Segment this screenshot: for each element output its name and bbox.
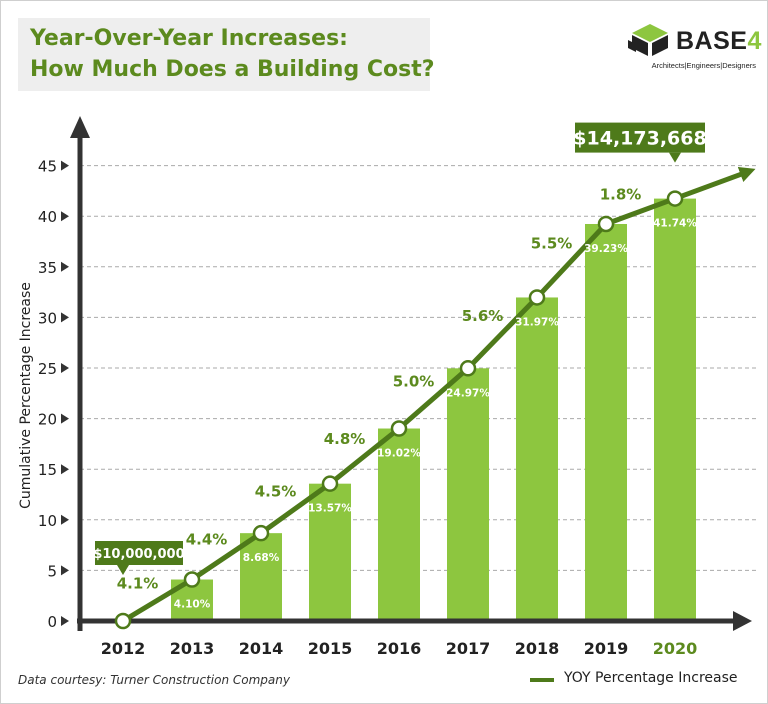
bar-value-label: 8.68% xyxy=(243,552,280,564)
yoy-label: 4.8% xyxy=(324,430,366,448)
bar-value-label: 13.57% xyxy=(308,503,352,515)
data-labels: 4.10% 8.68% 13.57% 19.02% 24.97% 31.97% 39.23%… xyxy=(93,122,707,611)
bar-value-label: 39.23% xyxy=(584,243,628,255)
callout-text: $14,173,668 xyxy=(573,128,706,150)
y-tick-marker xyxy=(61,565,69,576)
yoy-label: 5.5% xyxy=(531,235,573,253)
x-tick-label: 2017 xyxy=(446,639,491,658)
y-tick-marker xyxy=(61,211,69,222)
legend-label: YOY Percentage Increase xyxy=(564,670,738,686)
line-point-2020 xyxy=(666,190,684,207)
callout-box xyxy=(575,122,705,153)
x-tick-label: 2018 xyxy=(515,639,560,658)
yoy-label: 5.0% xyxy=(393,372,435,390)
yoy-line xyxy=(114,166,756,630)
line-point-2019 xyxy=(597,215,615,233)
legend-line-swatch xyxy=(530,678,554,682)
y-tick-marker xyxy=(61,160,69,171)
bar-2019 xyxy=(585,223,627,621)
y-tick-label: 0 xyxy=(47,613,57,631)
y-tick-label: 5 xyxy=(47,562,57,580)
line-point-2012 xyxy=(114,612,132,630)
callout-pointer xyxy=(117,565,129,575)
y-tick-label: 35 xyxy=(38,259,57,277)
bar-value-label: 31.97% xyxy=(515,316,559,328)
y-axis-arrow xyxy=(70,116,90,138)
y-tick-label: 40 xyxy=(38,208,57,226)
callout-pointer xyxy=(669,152,681,163)
bar-value-label: 19.02% xyxy=(377,448,421,460)
logo-number: 4 xyxy=(747,27,762,55)
y-tick-label: 30 xyxy=(38,309,57,327)
y-tick-marker xyxy=(61,261,69,272)
base4-logo: BASE4 Architects|Engineers|Designers xyxy=(626,22,761,74)
y-tick-marker xyxy=(61,413,69,424)
y-tick-marker xyxy=(61,514,69,525)
bar-2014 xyxy=(240,533,282,621)
y-tick-label: 25 xyxy=(38,360,57,378)
logo-word: BASE xyxy=(676,27,748,55)
y-tick-marker xyxy=(61,464,69,475)
price-callout: $10,000,000 xyxy=(93,541,185,575)
x-tick-label: 2015 xyxy=(308,639,353,658)
bar-2016 xyxy=(378,428,420,621)
bars xyxy=(171,198,696,622)
bar-2020 xyxy=(654,198,696,622)
line-point-2016 xyxy=(390,420,408,437)
yoy-label: 1.8% xyxy=(600,185,642,203)
x-tick-label: 2016 xyxy=(377,639,422,658)
yoy-label: 4.5% xyxy=(255,482,297,500)
x-tick-label: 2013 xyxy=(170,639,215,658)
callout-box xyxy=(95,541,183,565)
y-tick-marker xyxy=(61,363,69,373)
y-axis-title: Cumulative Percentage Increase xyxy=(18,282,34,509)
yoy-label: 4.4% xyxy=(186,530,228,548)
y-tick-label: 20 xyxy=(38,411,57,429)
logo-cube-icon xyxy=(628,24,668,56)
bar-value-label: 4.10% xyxy=(174,599,211,611)
logo-tagline: Architects|Engineers|Designers xyxy=(651,61,756,70)
price-callout: $14,173,668 xyxy=(573,122,707,163)
bar-value-label: 41.74% xyxy=(653,218,697,230)
y-tick-label: 15 xyxy=(38,461,57,479)
y-tick-label: 10 xyxy=(38,512,57,530)
line-point-2017 xyxy=(459,360,477,377)
bar-value-label: 24.97% xyxy=(446,387,490,399)
bar-2015 xyxy=(309,483,351,621)
chart-title-line-1: Year-Over-Year Increases: xyxy=(30,26,348,51)
axes: 0 5 10 15 20 25 30 35 40 45 Cumulative Percentage … xyxy=(18,116,752,658)
callout-text: $10,000,000 xyxy=(93,547,184,562)
yoy-label: 4.1% xyxy=(117,574,159,592)
data-source-note: Data courtesy: Turner Construction Compa… xyxy=(18,673,290,687)
x-axis-arrow xyxy=(733,611,752,631)
x-tick-label: 2020 xyxy=(653,639,698,658)
title-box: Year-Over-Year Increases: How Much Does … xyxy=(18,18,435,91)
bar-2018 xyxy=(516,297,558,621)
bar-2017 xyxy=(447,368,489,621)
line-point-2014 xyxy=(252,524,270,542)
x-tick-label: 2014 xyxy=(239,639,284,658)
y-tick-marker xyxy=(61,616,69,626)
x-tick-label: 2012 xyxy=(101,639,146,658)
chart-title-line-2: How Much Does a Building Cost? xyxy=(30,57,435,82)
line-point-2013 xyxy=(183,571,201,588)
y-tick-label: 45 xyxy=(38,158,57,176)
line-point-2015 xyxy=(321,475,339,492)
yoy-line-arrow xyxy=(674,166,756,201)
y-tick-marker xyxy=(61,312,69,323)
yoy-label: 5.6% xyxy=(462,307,504,325)
logo-wordmark: BASE4 xyxy=(676,27,762,56)
x-tick-label: 2019 xyxy=(584,639,629,658)
line-point-2018 xyxy=(528,289,546,306)
